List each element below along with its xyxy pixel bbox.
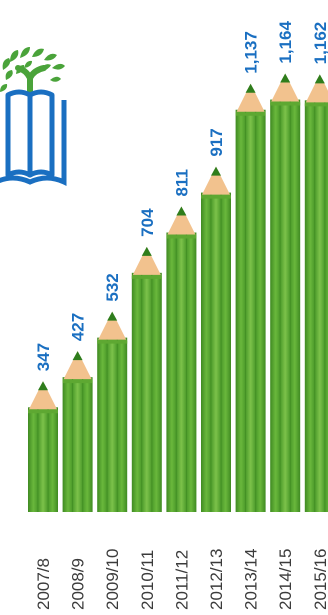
bar-pencil [236, 84, 266, 512]
bar-pencil [63, 351, 93, 512]
pencil-lead [246, 84, 256, 93]
bar-pencil [132, 247, 162, 512]
data-label: 1,137 [242, 31, 261, 74]
bar [270, 100, 300, 512]
bar-pencil [270, 74, 300, 512]
bar [166, 233, 196, 512]
bar [236, 110, 266, 512]
data-label: 811 [172, 169, 191, 196]
x-tick-label: 2009/10 [103, 549, 122, 610]
bar-pencil [97, 312, 127, 512]
x-tick-label: 2011/12 [172, 550, 191, 610]
pencil-lead [176, 207, 186, 216]
data-label: 1,164 [276, 20, 295, 63]
bar-pencil [166, 207, 196, 512]
pencil-lead [315, 74, 325, 83]
x-tick-label: 2007/8 [34, 558, 53, 610]
x-tick-label: 2010/11 [138, 550, 157, 610]
pencil-lead [107, 312, 117, 321]
x-tick-label: 2014/15 [276, 549, 295, 610]
pencil-lead [73, 351, 83, 360]
x-tick-label: 2013/14 [242, 549, 261, 610]
bar [201, 193, 231, 512]
x-tick-label: 2008/9 [69, 558, 88, 610]
bar-pencil [201, 167, 231, 512]
data-label: 704 [138, 208, 157, 237]
x-tick-label: 2012/13 [207, 549, 226, 610]
eco-schools-logo-icon [0, 47, 65, 182]
pencil-lead [211, 167, 221, 176]
data-label: 347 [34, 343, 53, 371]
x-tick-labels: 2007/8 2008/9 2009/10 2010/11 2011/12 2012/13… [34, 549, 328, 610]
bar-pencil [305, 74, 328, 512]
data-label: 532 [103, 273, 122, 301]
x-tick-label: 2015/16 [311, 549, 328, 610]
bar [132, 273, 162, 512]
pencil-lead [280, 74, 290, 83]
data-label: 917 [207, 128, 226, 156]
data-label: 427 [69, 313, 88, 341]
bar [63, 377, 93, 512]
bar [97, 338, 127, 512]
pencil-lead [38, 381, 48, 390]
data-label: 1,162 [311, 22, 328, 65]
pencil-wood-tip [306, 74, 328, 102]
bar-pencil [28, 381, 58, 512]
pencil-lead [142, 247, 152, 256]
bars-layer: 347 427 532 704 811 917 1,137 1,164 1,162 [28, 20, 328, 512]
bar [28, 407, 58, 512]
